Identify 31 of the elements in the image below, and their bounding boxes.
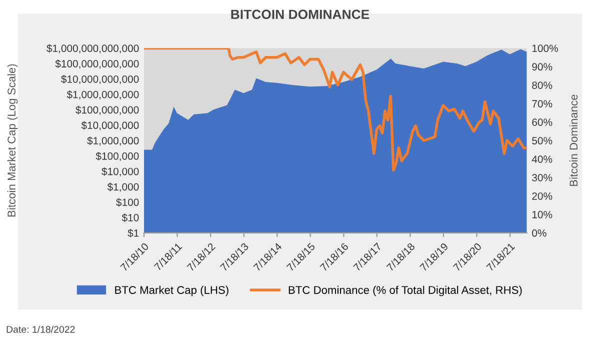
line-series <box>144 48 527 172</box>
chart-title: BITCOIN DOMINANCE <box>231 10 370 20</box>
y-tick-label: $100 <box>116 198 139 207</box>
y-tick-label: $10,000,000,000 <box>61 75 139 84</box>
y-tick-label: $100,000,000 <box>76 106 139 115</box>
y2-tick-label: 10% <box>532 210 552 218</box>
y-tick-label: $1,000 <box>107 182 139 192</box>
y-tick-label: $1 <box>128 228 139 238</box>
y2-axis-title: Bitcoin Dominance <box>569 94 578 186</box>
y-tick-label: $1,000,000,000,000 <box>46 44 139 54</box>
y-axis-title: Bitcoin Market Cap (Log Scale) <box>7 64 18 216</box>
y2-tick-label: 20% <box>532 192 552 200</box>
y2-tick-label: 90% <box>532 63 552 71</box>
y-tick-label: $100,000,000,000 <box>55 60 139 69</box>
legend-label: BTC Market Cap (LHS) <box>115 286 228 296</box>
y2-tick-label: 0% <box>532 229 546 237</box>
y-tick-label: $10,000,000 <box>81 121 139 130</box>
y-tick-label: $10,000 <box>102 167 139 176</box>
legend-label: BTC Dominance (% of Total Digital Asset, RHS) <box>288 286 522 296</box>
y2-tick-label: 80% <box>532 82 552 89</box>
y-tick-label: $1,000,000 <box>87 136 139 146</box>
y2-tick-label: 50% <box>532 137 552 144</box>
y-tick-label: $10 <box>122 214 139 222</box>
y-tick-label: $100,000 <box>96 152 139 162</box>
y2-tick-label: 30% <box>532 174 552 182</box>
text: Date: 1/18/2022 <box>6 326 75 333</box>
y2-tick-label: 60% <box>532 118 552 126</box>
y2-tick-label: 70% <box>532 100 552 108</box>
y2-tick-label: 40% <box>532 155 552 163</box>
y2-tick-label: 100% <box>532 44 558 52</box>
y-tick-label: $1,000,000,000 <box>66 90 139 100</box>
